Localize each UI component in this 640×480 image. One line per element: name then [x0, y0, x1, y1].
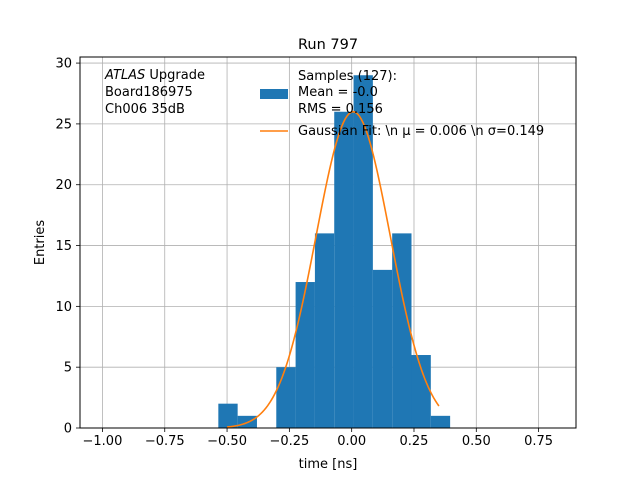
x-tick-label: −0.75: [145, 434, 185, 449]
y-tick-label: 10: [55, 300, 72, 315]
y-axis-label: Entries: [33, 220, 48, 266]
legend-samples-line-2: Mean = -0.0: [298, 85, 378, 100]
x-tick-label: −1.00: [83, 434, 123, 449]
legend-samples-line-3: RMS = 0.156: [298, 102, 383, 117]
x-tick-label: 0.25: [400, 434, 429, 449]
y-tick-label: 0: [64, 422, 72, 437]
legend-samples-line-1: Samples (127):: [298, 69, 397, 84]
histogram-bars: [218, 75, 451, 428]
histogram-bar: [353, 75, 373, 428]
gaussian-fit: [226, 111, 440, 428]
x-tick-label: 0.00: [337, 434, 366, 449]
chart-title: Run 797: [298, 37, 358, 53]
legend-samples-text: Samples (127): Mean = -0.0 RMS = 0.156: [298, 69, 401, 117]
x-tick-label: 0.50: [462, 434, 491, 449]
histogram-bar: [314, 233, 335, 428]
atlas-annotation: ATLAS Upgrade Board186975 Ch006 35dB: [104, 68, 209, 117]
histogram-bar: [411, 355, 431, 428]
histogram-bar: [218, 403, 238, 428]
histogram-bar: [392, 233, 412, 428]
x-tick-label: −0.50: [207, 434, 247, 449]
y-tick-label: 5: [64, 361, 72, 376]
board-label: Board186975: [105, 85, 193, 100]
histogram-bar: [430, 415, 451, 428]
histogram-bar: [276, 367, 296, 428]
x-tick-label: 0.75: [524, 434, 553, 449]
y-tick-label: 25: [55, 117, 72, 132]
legend-fit-text: Gaussian Fit: \n μ = 0.006 \n σ=0.149: [298, 124, 544, 139]
atlas-annotation-line-1: ATLAS Upgrade: [104, 68, 205, 83]
atlas-label: ATLAS: [104, 68, 145, 83]
y-tick-label: 30: [55, 57, 72, 72]
histogram-bar: [295, 282, 315, 428]
channel-label: Ch006 35dB: [105, 102, 185, 117]
legend: Samples (127): Mean = -0.0 RMS = 0.156 G…: [260, 69, 544, 139]
y-tick-label: 20: [55, 178, 72, 193]
axis-ticks: −1.00 −0.75 −0.50 −0.25 0.00 0.25 0.50 0.75 0 5 10…: [55, 57, 553, 449]
gaussian-fit-curve: [226, 111, 440, 428]
legend-samples-swatch: [260, 89, 288, 99]
axes-frame: [79, 56, 577, 429]
x-tick-label: −0.25: [269, 434, 309, 449]
x-axis-label: time [ns]: [299, 457, 358, 472]
y-tick-label: 15: [55, 239, 72, 254]
histogram-bar: [334, 111, 354, 428]
histogram-bar: [372, 269, 393, 428]
upgrade-label: Upgrade: [145, 68, 205, 83]
